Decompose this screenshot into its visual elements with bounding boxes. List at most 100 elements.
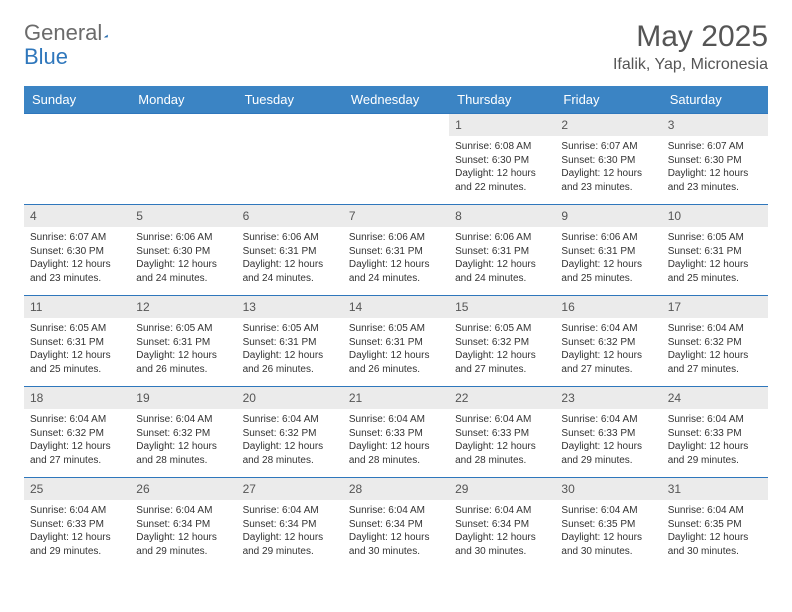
sunrise-text: Sunrise: 6:04 AM	[561, 322, 655, 336]
daylight-text: Daylight: 12 hours and 30 minutes.	[349, 531, 443, 558]
sunrise-text: Sunrise: 6:04 AM	[455, 504, 549, 518]
logo: General	[24, 20, 128, 46]
day-number: 2	[555, 114, 661, 136]
title-block: May 2025 Ifalik, Yap, Micronesia	[613, 20, 768, 74]
calendar-cell: 27Sunrise: 6:04 AMSunset: 6:34 PMDayligh…	[237, 478, 343, 569]
weekday-header: Tuesday	[237, 86, 343, 114]
sunset-text: Sunset: 6:32 PM	[561, 336, 655, 350]
calendar-cell: 7Sunrise: 6:06 AMSunset: 6:31 PMDaylight…	[343, 205, 449, 296]
calendar-week: 1Sunrise: 6:08 AMSunset: 6:30 PMDaylight…	[24, 114, 768, 205]
logo-text-blue: Blue	[24, 44, 68, 69]
header: General May 2025 Ifalik, Yap, Micronesia	[24, 20, 768, 74]
weekday-header: Saturday	[662, 86, 768, 114]
calendar-cell: 11Sunrise: 6:05 AMSunset: 6:31 PMDayligh…	[24, 296, 130, 387]
calendar-cell: 9Sunrise: 6:06 AMSunset: 6:31 PMDaylight…	[555, 205, 661, 296]
day-number: 26	[130, 478, 236, 500]
day-content: Sunrise: 6:05 AMSunset: 6:31 PMDaylight:…	[343, 318, 449, 386]
sunset-text: Sunset: 6:34 PM	[243, 518, 337, 532]
sunset-text: Sunset: 6:31 PM	[455, 245, 549, 259]
daylight-text: Daylight: 12 hours and 27 minutes.	[668, 349, 762, 376]
sunset-text: Sunset: 6:33 PM	[30, 518, 124, 532]
day-number: 22	[449, 387, 555, 409]
calendar-cell: 17Sunrise: 6:04 AMSunset: 6:32 PMDayligh…	[662, 296, 768, 387]
sunrise-text: Sunrise: 6:04 AM	[136, 413, 230, 427]
daylight-text: Daylight: 12 hours and 30 minutes.	[455, 531, 549, 558]
day-content	[343, 122, 449, 136]
calendar-cell: 13Sunrise: 6:05 AMSunset: 6:31 PMDayligh…	[237, 296, 343, 387]
day-number: 31	[662, 478, 768, 500]
day-number: 4	[24, 205, 130, 227]
day-content: Sunrise: 6:04 AMSunset: 6:32 PMDaylight:…	[130, 409, 236, 477]
day-content: Sunrise: 6:04 AMSunset: 6:35 PMDaylight:…	[555, 500, 661, 568]
sunrise-text: Sunrise: 6:04 AM	[349, 413, 443, 427]
sunrise-text: Sunrise: 6:04 AM	[668, 504, 762, 518]
calendar-cell: 28Sunrise: 6:04 AMSunset: 6:34 PMDayligh…	[343, 478, 449, 569]
day-number: 27	[237, 478, 343, 500]
calendar-table: Sunday Monday Tuesday Wednesday Thursday…	[24, 86, 768, 568]
day-content: Sunrise: 6:07 AMSunset: 6:30 PMDaylight:…	[24, 227, 130, 295]
calendar-cell: 16Sunrise: 6:04 AMSunset: 6:32 PMDayligh…	[555, 296, 661, 387]
sunset-text: Sunset: 6:30 PM	[30, 245, 124, 259]
calendar-cell: 23Sunrise: 6:04 AMSunset: 6:33 PMDayligh…	[555, 387, 661, 478]
day-number: 13	[237, 296, 343, 318]
calendar-cell: 2Sunrise: 6:07 AMSunset: 6:30 PMDaylight…	[555, 114, 661, 205]
calendar-cell: 31Sunrise: 6:04 AMSunset: 6:35 PMDayligh…	[662, 478, 768, 569]
sunset-text: Sunset: 6:30 PM	[455, 154, 549, 168]
sunrise-text: Sunrise: 6:06 AM	[136, 231, 230, 245]
calendar-cell: 22Sunrise: 6:04 AMSunset: 6:33 PMDayligh…	[449, 387, 555, 478]
calendar-cell: 15Sunrise: 6:05 AMSunset: 6:32 PMDayligh…	[449, 296, 555, 387]
sunset-text: Sunset: 6:31 PM	[136, 336, 230, 350]
daylight-text: Daylight: 12 hours and 23 minutes.	[668, 167, 762, 194]
day-number: 29	[449, 478, 555, 500]
sunset-text: Sunset: 6:34 PM	[349, 518, 443, 532]
calendar-week: 18Sunrise: 6:04 AMSunset: 6:32 PMDayligh…	[24, 387, 768, 478]
daylight-text: Daylight: 12 hours and 24 minutes.	[455, 258, 549, 285]
weekday-header: Friday	[555, 86, 661, 114]
calendar-cell: 24Sunrise: 6:04 AMSunset: 6:33 PMDayligh…	[662, 387, 768, 478]
day-content: Sunrise: 6:04 AMSunset: 6:34 PMDaylight:…	[449, 500, 555, 568]
sunrise-text: Sunrise: 6:06 AM	[243, 231, 337, 245]
daylight-text: Daylight: 12 hours and 24 minutes.	[136, 258, 230, 285]
day-number	[237, 114, 343, 122]
day-content: Sunrise: 6:08 AMSunset: 6:30 PMDaylight:…	[449, 136, 555, 204]
day-number: 19	[130, 387, 236, 409]
day-number: 12	[130, 296, 236, 318]
day-content: Sunrise: 6:04 AMSunset: 6:33 PMDaylight:…	[555, 409, 661, 477]
day-content: Sunrise: 6:05 AMSunset: 6:32 PMDaylight:…	[449, 318, 555, 386]
sunrise-text: Sunrise: 6:06 AM	[561, 231, 655, 245]
calendar-cell	[24, 114, 130, 205]
calendar-cell: 6Sunrise: 6:06 AMSunset: 6:31 PMDaylight…	[237, 205, 343, 296]
month-title: May 2025	[613, 20, 768, 54]
sunset-text: Sunset: 6:31 PM	[349, 336, 443, 350]
location: Ifalik, Yap, Micronesia	[613, 56, 768, 74]
day-content: Sunrise: 6:06 AMSunset: 6:31 PMDaylight:…	[237, 227, 343, 295]
daylight-text: Daylight: 12 hours and 24 minutes.	[243, 258, 337, 285]
calendar-cell: 19Sunrise: 6:04 AMSunset: 6:32 PMDayligh…	[130, 387, 236, 478]
day-content: Sunrise: 6:04 AMSunset: 6:34 PMDaylight:…	[343, 500, 449, 568]
sunset-text: Sunset: 6:32 PM	[455, 336, 549, 350]
daylight-text: Daylight: 12 hours and 29 minutes.	[561, 440, 655, 467]
calendar-cell: 10Sunrise: 6:05 AMSunset: 6:31 PMDayligh…	[662, 205, 768, 296]
calendar-cell: 5Sunrise: 6:06 AMSunset: 6:30 PMDaylight…	[130, 205, 236, 296]
day-number	[24, 114, 130, 122]
day-number: 9	[555, 205, 661, 227]
day-number: 23	[555, 387, 661, 409]
day-number: 1	[449, 114, 555, 136]
sunrise-text: Sunrise: 6:07 AM	[561, 140, 655, 154]
calendar-cell: 4Sunrise: 6:07 AMSunset: 6:30 PMDaylight…	[24, 205, 130, 296]
sunrise-text: Sunrise: 6:04 AM	[243, 504, 337, 518]
day-content: Sunrise: 6:05 AMSunset: 6:31 PMDaylight:…	[130, 318, 236, 386]
daylight-text: Daylight: 12 hours and 25 minutes.	[30, 349, 124, 376]
sunrise-text: Sunrise: 6:04 AM	[30, 413, 124, 427]
weekday-header: Monday	[130, 86, 236, 114]
weekday-header: Thursday	[449, 86, 555, 114]
day-content: Sunrise: 6:04 AMSunset: 6:32 PMDaylight:…	[24, 409, 130, 477]
day-number: 18	[24, 387, 130, 409]
day-number: 28	[343, 478, 449, 500]
daylight-text: Daylight: 12 hours and 25 minutes.	[561, 258, 655, 285]
calendar-head: Sunday Monday Tuesday Wednesday Thursday…	[24, 86, 768, 114]
calendar-cell: 25Sunrise: 6:04 AMSunset: 6:33 PMDayligh…	[24, 478, 130, 569]
day-number: 21	[343, 387, 449, 409]
day-number: 30	[555, 478, 661, 500]
day-content	[237, 122, 343, 136]
